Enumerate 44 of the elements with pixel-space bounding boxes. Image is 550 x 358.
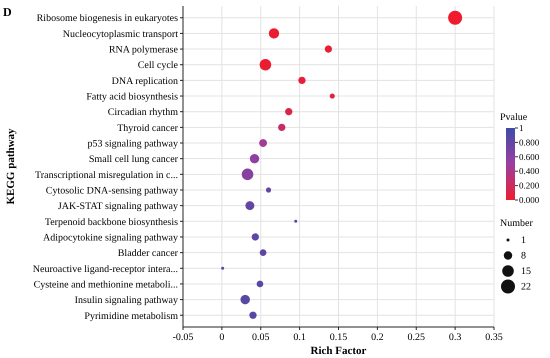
y-tick-label: Cytosolic DNA-sensing pathway (46, 185, 178, 196)
y-tick-label: Bladder cancer (118, 248, 179, 260)
color-bar-title: Pvalue (500, 112, 528, 123)
y-tick-label: Nucleocytoplasmic transport (62, 28, 178, 40)
y-tick-label: p53 signaling pathway (87, 138, 178, 150)
color-bar-label: 0.000 (519, 195, 540, 205)
x-tick-label: 0.3 (448, 332, 462, 343)
y-tick-label: Ribosome biogenesis in eukaryotes (36, 13, 178, 24)
x-tick-label: 0.35 (485, 332, 503, 343)
y-tick-label: Circadian rhythm (108, 107, 178, 118)
y-tick-label: Fatty acid biosynthesis (86, 92, 178, 103)
legend-label: 15 (521, 266, 531, 277)
x-tick-label: 0.15 (330, 332, 348, 343)
y-tick-label: Pyrimidine metabolism (84, 310, 178, 322)
x-tick-label: 0.1 (293, 332, 306, 343)
color-bar-label: 0.400 (519, 166, 540, 176)
y-tick-label: Cysteine and methionine metaboli... (34, 279, 178, 290)
y-tick-label: Thyroid cancer (117, 122, 179, 134)
x-tick-label: 0.25 (408, 332, 425, 343)
y-tick-label: Adipocytokine signaling pathway (43, 232, 178, 244)
x-tick-label: -0.05 (172, 332, 194, 343)
y-axis-title: KEGG pathway (5, 128, 17, 205)
color-bar-label: 1 (519, 123, 524, 133)
legend-label: 8 (521, 250, 526, 262)
text: D (3, 5, 12, 19)
legend-title: Number (500, 218, 534, 229)
y-tick-label: Small cell lung cancer (88, 154, 179, 166)
y-tick-label: Neuroactive ligand-receptor intera... (32, 264, 178, 275)
x-tick-label: 0.2 (371, 332, 384, 343)
legend-label: 22 (521, 282, 531, 292)
y-tick-label: Insulin signaling pathway (74, 295, 178, 306)
x-tick-label: 0 (219, 332, 224, 343)
x-axis-title: Rich Factor (310, 345, 367, 357)
y-tick-label: RNA polymerase (108, 44, 179, 56)
y-tick-label: Transcriptional misregulation in c... (35, 170, 178, 181)
x-tick-label: 0.05 (252, 332, 270, 343)
color-bar-label: 0.600 (519, 152, 540, 162)
y-tick-label: Terpenoid backbone biosynthesis (44, 216, 178, 228)
legend-label: 1 (521, 235, 526, 246)
y-tick-label: Cell cycle (138, 60, 179, 72)
y-tick-label: DNA replication (112, 76, 178, 87)
color-bar-label: 0.800 (519, 137, 540, 148)
y-tick-label: JAK-STAT signaling pathway (58, 201, 178, 212)
color-bar-label: 0.200 (519, 180, 540, 191)
